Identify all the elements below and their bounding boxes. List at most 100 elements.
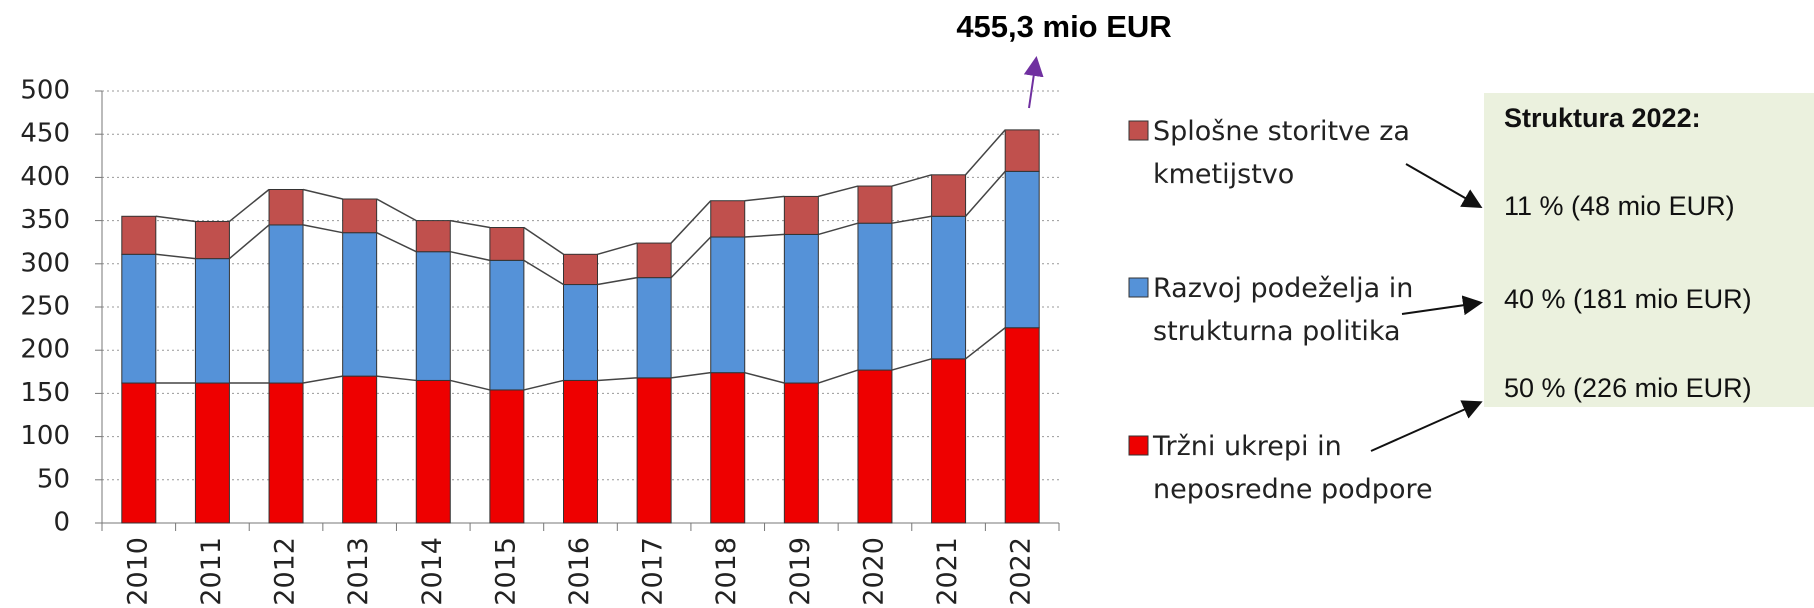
legend-swatch [1128,277,1149,298]
bar-segment [636,242,672,279]
bar-segment [121,215,157,255]
connector [670,200,712,244]
connector [744,233,785,238]
bar-segment [121,382,157,524]
bar-segment [415,379,451,524]
x-tick-label: 2020 [858,537,889,606]
legend-swatch [1128,435,1149,456]
connector [891,174,932,187]
x-tick-label: 2021 [932,537,963,606]
bar-segment [1004,129,1040,172]
connector [597,276,638,286]
x-tick-label: 2012 [270,537,301,606]
x-tick-label: 2017 [638,537,669,606]
x-tick-label: 2019 [785,537,816,606]
x-tick-label: 2014 [417,537,448,606]
connector [818,222,859,236]
y-tick-label: 200 [20,335,70,365]
box-line: 50 % (226 mio EUR) [1504,373,1752,403]
connector [302,375,343,384]
connector [302,188,343,200]
connector [155,253,196,260]
connector [523,226,564,255]
bar-segment [1004,170,1040,329]
connector [818,185,859,198]
bar-segment [563,253,598,286]
x-tick-label: 2011 [196,537,227,606]
x-tick-label: 2013 [343,537,374,606]
box-line: 11 % (48 mio EUR) [1504,191,1735,221]
bar-segment [710,236,746,374]
y-tick-label: 300 [20,248,70,278]
connector [744,195,785,202]
connector [523,379,564,391]
bar-segment [783,195,819,235]
bar-segment [342,375,378,524]
bar-segment [342,198,378,234]
x-tick-label: 2010 [122,537,153,606]
connector [228,188,270,223]
bar-segment [268,382,304,524]
bar-segment [489,389,525,524]
connector [965,129,1006,176]
bar-segment [931,174,967,217]
y-tick-label: 500 [20,76,70,106]
connector [376,232,417,253]
y-tick-label: 100 [20,421,70,451]
connector [597,242,638,256]
connector [155,215,196,223]
connector [302,224,343,234]
connector [450,250,491,262]
bar-segment [857,185,893,224]
bar-segment [489,227,525,261]
box-title: Struktura 2022: [1504,103,1701,133]
bar-segment [783,233,819,384]
bar-segment [1004,327,1040,524]
connector [228,224,270,260]
bar-segment [415,251,451,381]
x-tick-label: 2015 [490,537,521,606]
arrow [1370,400,1483,452]
x-tick-label: 2016 [564,537,595,606]
bar-segment [268,224,304,384]
y-tick-label: 350 [20,205,70,235]
legend-label: Tržni ukrepi in neposredne podpore [1153,431,1433,505]
y-tick-label: 250 [20,292,70,322]
bar-segment [489,259,525,391]
connector [818,369,859,384]
y-tick-label: 0 [53,508,70,538]
bar-segment [194,382,230,524]
bar-segment [710,200,746,238]
connector [891,215,932,224]
connector [450,379,491,391]
connector [597,377,638,382]
legend-swatch [1128,120,1149,141]
structure-box: Struktura 2022: 11 % (48 mio EUR) 40 % (… [1484,93,1814,407]
connector [965,327,1006,360]
annotation: 455,3 mio EUR [956,9,1171,44]
y-tick-label: 50 [37,464,70,494]
x-tick-label: 2022 [1006,537,1037,606]
bar-segment [268,188,304,226]
y-tick-label: 400 [20,162,70,192]
y-tick-label: 450 [20,119,70,149]
bar-segment [783,382,819,524]
arrow [1401,295,1483,316]
bar-segment [931,358,967,524]
bar-segment [636,377,672,524]
bar-segment [931,215,967,360]
bar-segment [121,253,157,384]
connector [744,371,785,384]
connector [450,219,491,229]
connector [523,259,564,286]
bar-segment [563,379,598,524]
bar-segment [710,372,746,524]
bar-segment [636,277,672,379]
y-tick-label: 150 [20,378,70,408]
bar-segment [342,232,378,377]
x-tick-label: 2018 [711,537,742,606]
connector [376,375,417,382]
connector [891,358,932,371]
